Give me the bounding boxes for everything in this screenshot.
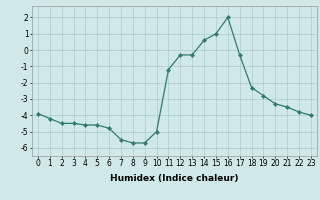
X-axis label: Humidex (Indice chaleur): Humidex (Indice chaleur) bbox=[110, 174, 239, 183]
